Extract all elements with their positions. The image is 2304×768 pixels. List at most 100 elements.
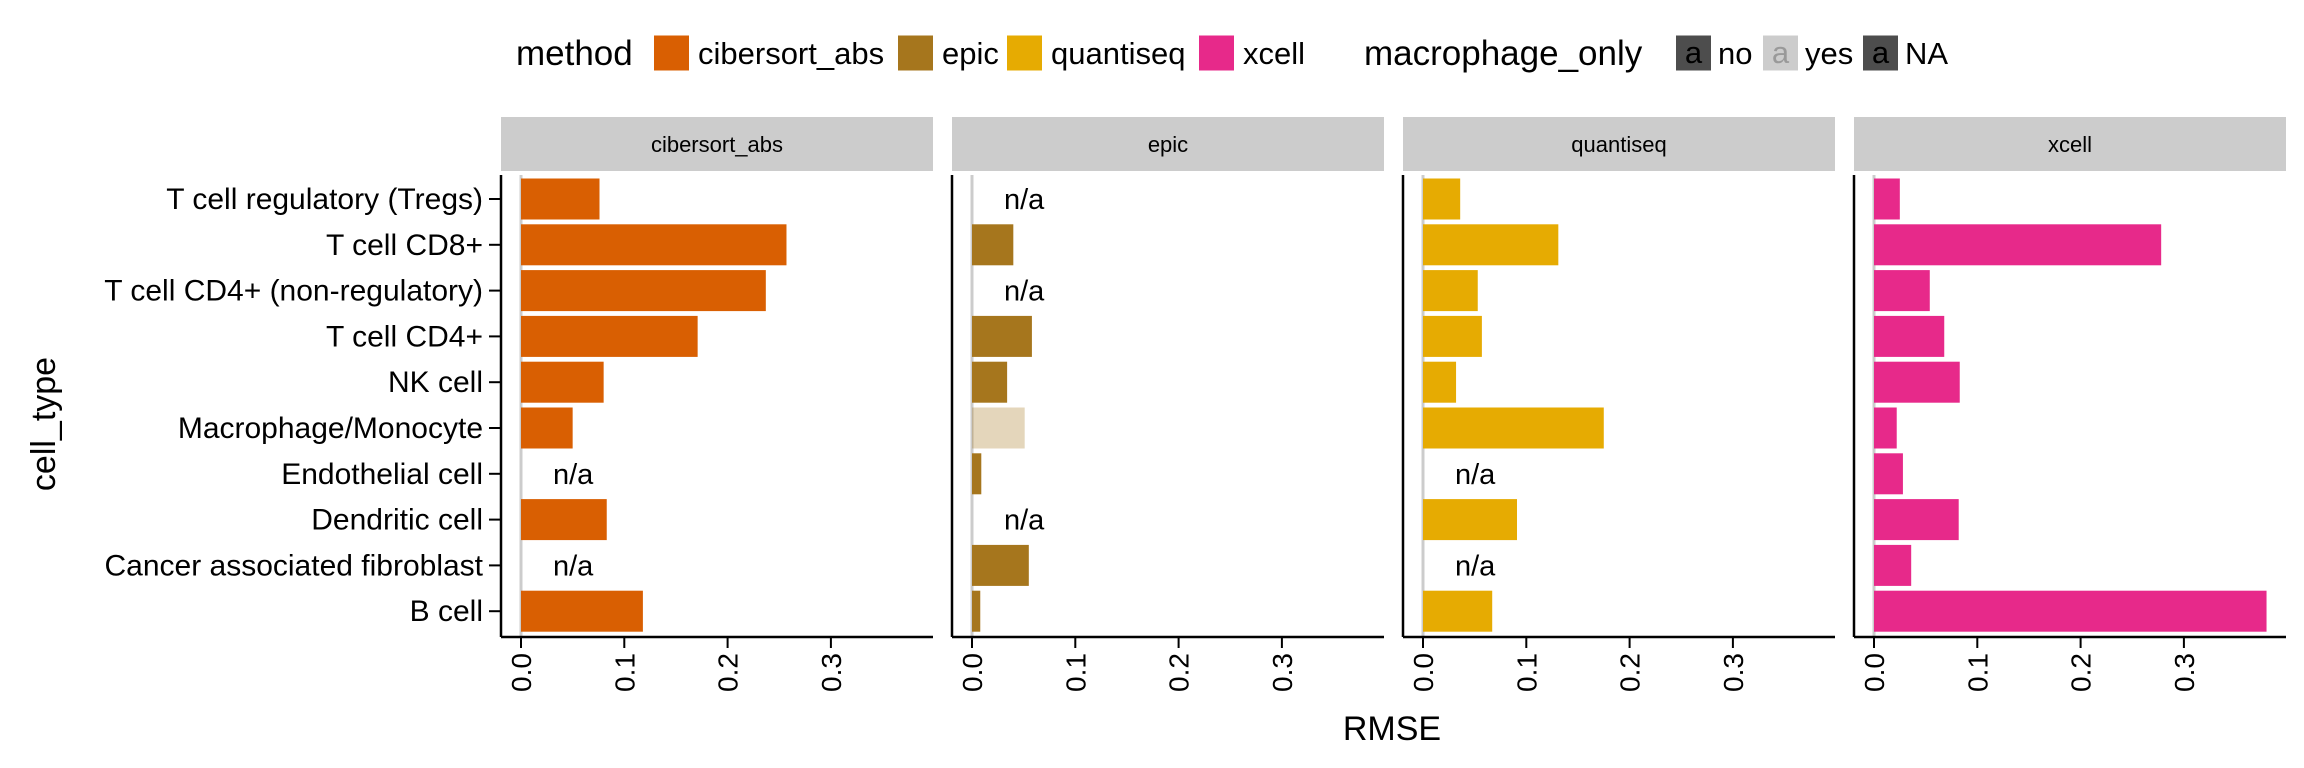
x-tick-label-epic-3: 0.3	[1267, 653, 1298, 692]
na-label-cibersort-abs-cancer-associated-fibroblast: n/a	[553, 550, 594, 582]
bar-quantiseq-t-cell-cd8	[1423, 224, 1559, 266]
panel-cibersort-abs: cibersort_abs n/a n/a 0.0 0.1 0.2 0.3	[499, 117, 933, 692]
bar-epic-endothelial-cell	[972, 453, 982, 495]
x-tick-label-cibersort-abs-0: 0.0	[506, 653, 537, 692]
strip-quantiseq	[1403, 117, 1835, 171]
x-axis-title: RMSE	[1343, 710, 1441, 748]
x-tick-label-cibersort-abs-1: 0.1	[609, 653, 640, 692]
bar-cibersort-abs-t-cell-cd4	[521, 315, 698, 357]
bar-xcell-dendritic-cell	[1874, 499, 1959, 541]
bar-xcell-macrophage-monocyte	[1874, 407, 1897, 449]
bar-quantiseq-t-cell-cd4	[1423, 315, 1482, 357]
bar-xcell-endothelial-cell	[1874, 453, 1903, 495]
bar-xcell-t-cell-cd4	[1874, 315, 1945, 357]
bar-quantiseq-macrophage-monocyte	[1423, 407, 1604, 449]
x-tick-label-cibersort-abs-3: 0.3	[816, 653, 847, 692]
legend-key-glyph-na: a	[1872, 35, 1890, 70]
panel-quantiseq: quantiseq n/a n/a 0.0 0.1 0.2 0.3	[1401, 117, 1835, 692]
legend-key-yes	[1763, 35, 1798, 71]
bar-cibersort-abs-t-cell-regulatory-tregs	[521, 178, 600, 220]
category-label-dendritic-cell: Dendritic cell	[311, 504, 483, 537]
legend: method cibersort_abs epic quantiseq xcell mac…	[516, 34, 1948, 73]
bar-epic-b-cell	[972, 590, 981, 632]
legend-key-na	[1863, 35, 1898, 71]
legend-method: method cibersort_abs epic quantiseq xcell	[516, 34, 1305, 73]
category-label-nk-cell: NK cell	[388, 366, 483, 399]
bar-xcell-cancer-associated-fibroblast	[1874, 544, 1912, 586]
strip-epic	[952, 117, 1384, 171]
legend-title-method: method	[516, 34, 633, 73]
legend-swatch-cibersort-abs	[654, 35, 689, 71]
x-tick-label-quantiseq-2: 0.2	[1615, 653, 1646, 692]
legend-title-macrophage-only: macrophage_only	[1364, 34, 1643, 73]
category-label-t-cell-cd4: T cell CD4+	[326, 320, 483, 353]
x-tick-label-xcell-1: 0.1	[1962, 653, 1993, 692]
bar-quantiseq-t-cell-cd4-non-regulatory	[1423, 270, 1478, 312]
strip-xcell	[1854, 117, 2286, 171]
bar-xcell-t-cell-cd4-non-regulatory	[1874, 270, 1930, 312]
legend-label-epic: epic	[942, 36, 999, 71]
legend-label-cibersort-abs: cibersort_abs	[698, 36, 884, 71]
na-label-epic-t-cell-regulatory-tregs: n/a	[1004, 184, 1045, 216]
bar-quantiseq-dendritic-cell	[1423, 499, 1518, 541]
bar-xcell-nk-cell	[1874, 361, 1960, 403]
x-tick-label-xcell-2: 0.2	[2066, 653, 2097, 692]
category-label-endothelial-cell: Endothelial cell	[281, 458, 483, 491]
category-label-t-cell-regulatory-tregs: T cell regulatory (Tregs)	[166, 183, 483, 216]
category-label-cancer-associated-fibroblast: Cancer associated fibroblast	[104, 549, 483, 582]
legend-label-yes: yes	[1805, 36, 1853, 71]
legend-swatch-epic	[898, 35, 933, 71]
x-tick-label-epic-2: 0.2	[1164, 653, 1195, 692]
legend-swatch-xcell	[1199, 35, 1234, 71]
bar-xcell-b-cell	[1874, 590, 2267, 632]
na-label-epic-t-cell-cd4-non-regulatory: n/a	[1004, 276, 1045, 308]
x-tick-label-xcell-0: 0.0	[1859, 653, 1890, 692]
legend-key-glyph-no: a	[1685, 35, 1703, 70]
category-label-b-cell: B cell	[410, 595, 483, 628]
x-tick-label-cibersort-abs-2: 0.2	[713, 653, 744, 692]
x-tick-label-epic-1: 0.1	[1060, 653, 1091, 692]
bar-cibersort-abs-b-cell	[521, 590, 643, 632]
na-label-cibersort-abs-endothelial-cell: n/a	[553, 459, 594, 491]
bar-epic-cancer-associated-fibroblast	[972, 544, 1029, 586]
bar-quantiseq-b-cell	[1423, 590, 1493, 632]
category-label-t-cell-cd8: T cell CD8+	[326, 229, 483, 262]
panel-xcell: xcell 0.0 0.1 0.2 0.3	[1852, 117, 2286, 692]
category-axis-labels: T cell regulatory (Tregs) T cell CD8+ T ce…	[104, 183, 501, 628]
x-tick-label-quantiseq-1: 0.1	[1511, 653, 1542, 692]
category-label-t-cell-cd4-non-regulatory: T cell CD4+ (non-regulatory)	[104, 275, 483, 308]
legend-label-na: NA	[1905, 36, 1948, 71]
strip-label-cibersort-abs: cibersort_abs	[651, 132, 783, 157]
bar-xcell-t-cell-cd8	[1874, 224, 2162, 266]
bar-quantiseq-t-cell-regulatory-tregs	[1423, 178, 1461, 220]
bar-cibersort-abs-macrophage-monocyte	[521, 407, 573, 449]
na-label-epic-dendritic-cell: n/a	[1004, 505, 1045, 537]
bar-cibersort-abs-t-cell-cd4-non-regulatory	[521, 270, 766, 312]
strip-label-xcell: xcell	[2048, 132, 2092, 157]
facet-panels: cibersort_abs n/a n/a 0.0 0.1 0.2 0.3 epic n/a n/…	[499, 117, 2286, 692]
bar-epic-t-cell-cd4	[972, 315, 1032, 357]
bar-epic-nk-cell	[972, 361, 1008, 403]
bar-xcell-t-cell-regulatory-tregs	[1874, 178, 1900, 220]
panel-epic: epic n/a n/a n/a 0.0 0.1 0.2 0.3	[950, 117, 1384, 692]
bar-cibersort-abs-nk-cell	[521, 361, 604, 403]
bar-epic-t-cell-cd8	[972, 224, 1014, 266]
bar-quantiseq-nk-cell	[1423, 361, 1457, 403]
na-label-quantiseq-endothelial-cell: n/a	[1455, 459, 1496, 491]
legend-swatch-quantiseq	[1007, 35, 1042, 71]
legend-macrophage-only: macrophage_only a no a yes a NA	[1364, 34, 1948, 73]
y-axis-title: cell_type	[25, 357, 63, 491]
bar-cibersort-abs-t-cell-cd8	[521, 224, 787, 266]
legend-label-xcell: xcell	[1243, 36, 1305, 71]
x-tick-label-quantiseq-0: 0.0	[1408, 653, 1439, 692]
x-tick-label-epic-0: 0.0	[957, 653, 988, 692]
x-tick-label-xcell-3: 0.3	[2169, 653, 2200, 692]
legend-label-no: no	[1718, 36, 1752, 71]
x-tick-label-quantiseq-3: 0.3	[1718, 653, 1749, 692]
bar-cibersort-abs-dendritic-cell	[521, 499, 607, 541]
na-label-quantiseq-cancer-associated-fibroblast: n/a	[1455, 550, 1496, 582]
strip-cibersort-abs	[501, 117, 933, 171]
legend-label-quantiseq: quantiseq	[1051, 36, 1185, 71]
category-label-macrophage-monocyte: Macrophage/Monocyte	[178, 412, 483, 445]
